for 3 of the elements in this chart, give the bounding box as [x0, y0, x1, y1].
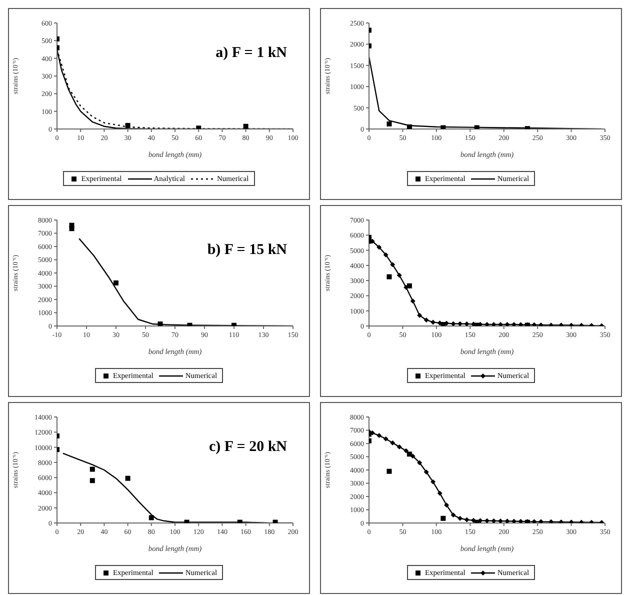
annotation: b) F = 15 kN [207, 242, 287, 259]
annotation: c) F = 20 kN [209, 439, 287, 456]
annotation: a) F = 1 kN [216, 45, 287, 62]
